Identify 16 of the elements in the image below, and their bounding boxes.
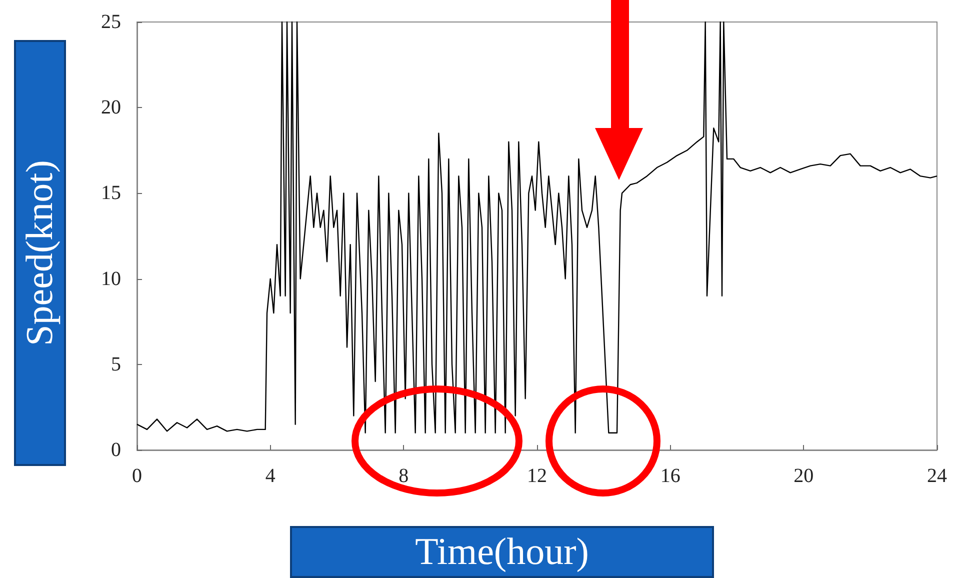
x-tick-label: 8 bbox=[398, 465, 409, 487]
x-tick-label: 12 bbox=[527, 465, 547, 487]
y-axis-title: Speed(knot) bbox=[18, 160, 62, 346]
x-axis-title: Time(hour) bbox=[290, 526, 714, 578]
x-tick-label: 24 bbox=[927, 465, 947, 487]
y-tick-label: 5 bbox=[111, 353, 121, 376]
x-tick-label: 16 bbox=[660, 465, 680, 487]
y-tick-label: 0 bbox=[111, 439, 121, 461]
line-series bbox=[136, 21, 938, 434]
y-tick-label: 15 bbox=[101, 182, 121, 204]
x-tick-label: 0 bbox=[132, 465, 142, 487]
y-tick-label: 25 bbox=[101, 11, 121, 33]
x-tick-label: 4 bbox=[265, 465, 276, 487]
x-tick-label: 20 bbox=[794, 465, 814, 487]
y-tick-label: 20 bbox=[101, 96, 121, 119]
y-tick-label: 10 bbox=[101, 268, 121, 290]
